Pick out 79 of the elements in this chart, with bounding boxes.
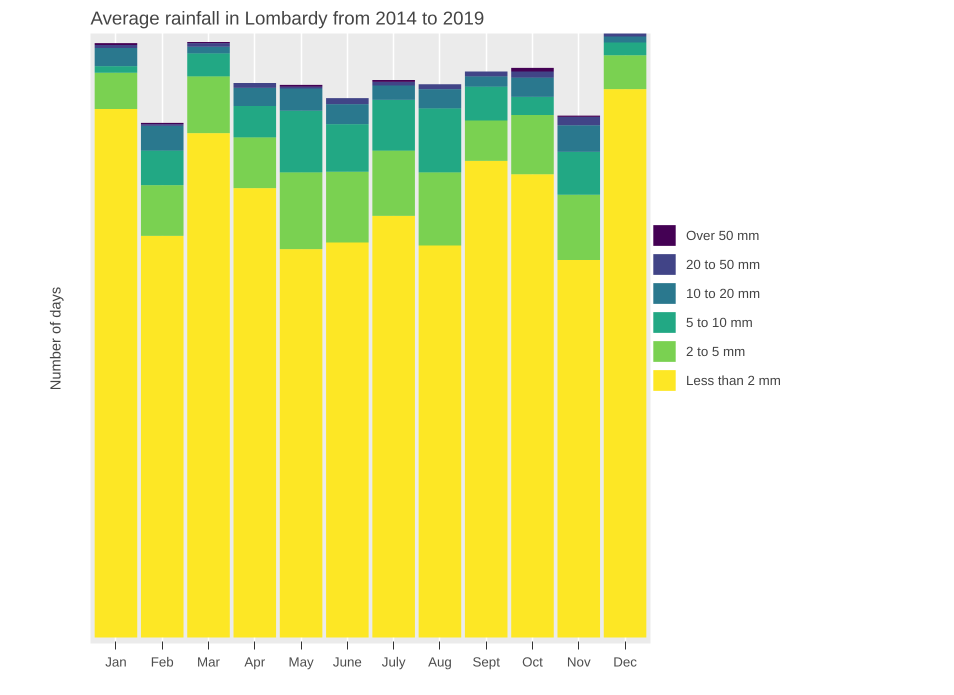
- legend-label: Less than 2 mm: [686, 372, 781, 388]
- bar: [94, 48, 138, 66]
- bar: [326, 98, 369, 104]
- bar: [94, 44, 138, 48]
- bar: [464, 72, 508, 76]
- bar: [234, 188, 276, 638]
- bar: [604, 36, 646, 43]
- bar: [140, 185, 184, 236]
- bar: [280, 110, 322, 172]
- legend-label: 10 to 20 mm: [686, 286, 760, 300]
- bar: [464, 120, 508, 161]
- bar: [372, 85, 415, 100]
- bar: [94, 66, 138, 73]
- bar: [187, 133, 230, 638]
- bar: [464, 160, 508, 638]
- bar: [94, 72, 138, 109]
- x-tick-label: Sept: [472, 654, 500, 670]
- legend-label: 2 to 5 mm: [686, 344, 746, 358]
- bar: [326, 172, 369, 242]
- bar: [234, 83, 276, 88]
- bar: [140, 150, 184, 186]
- bar: [418, 84, 462, 90]
- x-tick-label: Dec: [613, 654, 638, 670]
- bar: [234, 137, 276, 188]
- bar: [511, 68, 554, 72]
- bar: [557, 125, 600, 152]
- bar: [511, 72, 554, 78]
- bar: [187, 43, 230, 47]
- legend-label: 5 to 10 mm: [686, 314, 753, 330]
- bar: [187, 46, 230, 54]
- x-tick-label: Apr: [244, 654, 266, 670]
- bar: [187, 53, 230, 76]
- bar: [140, 236, 184, 638]
- bar: [557, 152, 600, 195]
- chart-title: Average rainfall in Lombardy from 2014 to 2019: [90, 8, 484, 28]
- x-tick-label: July: [382, 654, 406, 670]
- bar: [418, 108, 462, 172]
- bar: [234, 106, 276, 138]
- bar: [604, 34, 646, 37]
- bar: [140, 126, 184, 151]
- x-tick-label: Jan: [105, 654, 127, 670]
- bar: [326, 242, 369, 638]
- bar: [280, 249, 322, 638]
- bar: [511, 78, 554, 97]
- bar: [557, 194, 600, 260]
- x-tick-label: May: [288, 654, 314, 670]
- legend-label: 20 to 50 mm: [686, 256, 760, 272]
- x-tick-label: Aug: [428, 654, 452, 670]
- x-tick-label: Nov: [566, 654, 591, 670]
- bar: [326, 124, 369, 172]
- bar: [418, 245, 462, 638]
- bar: [326, 104, 369, 124]
- bar: [511, 174, 554, 638]
- x-tick-label: Feb: [150, 654, 174, 670]
- bar: [280, 172, 322, 250]
- bar: [557, 116, 600, 126]
- bar: [464, 86, 508, 120]
- x-tick-label: June: [332, 654, 362, 670]
- bar: [418, 172, 462, 246]
- bar: [604, 89, 646, 638]
- bar: [372, 82, 415, 86]
- bar: [511, 96, 554, 116]
- bar: [94, 108, 138, 638]
- legend-label: Over 50 mm: [686, 228, 760, 242]
- bar: [234, 88, 276, 106]
- bar: [557, 260, 600, 638]
- bar: [372, 150, 415, 216]
- bar: [372, 216, 415, 638]
- x-tick-label: Oct: [522, 654, 544, 670]
- bar: [604, 55, 646, 90]
- y-axis-title: Number of days: [48, 286, 64, 390]
- x-tick-label: Mar: [197, 654, 221, 670]
- bar: [464, 76, 508, 87]
- bar: [372, 100, 415, 151]
- bar: [604, 42, 646, 56]
- bar: [418, 89, 462, 108]
- bar: [511, 115, 554, 174]
- bar: [280, 88, 322, 111]
- bar: [187, 76, 230, 134]
